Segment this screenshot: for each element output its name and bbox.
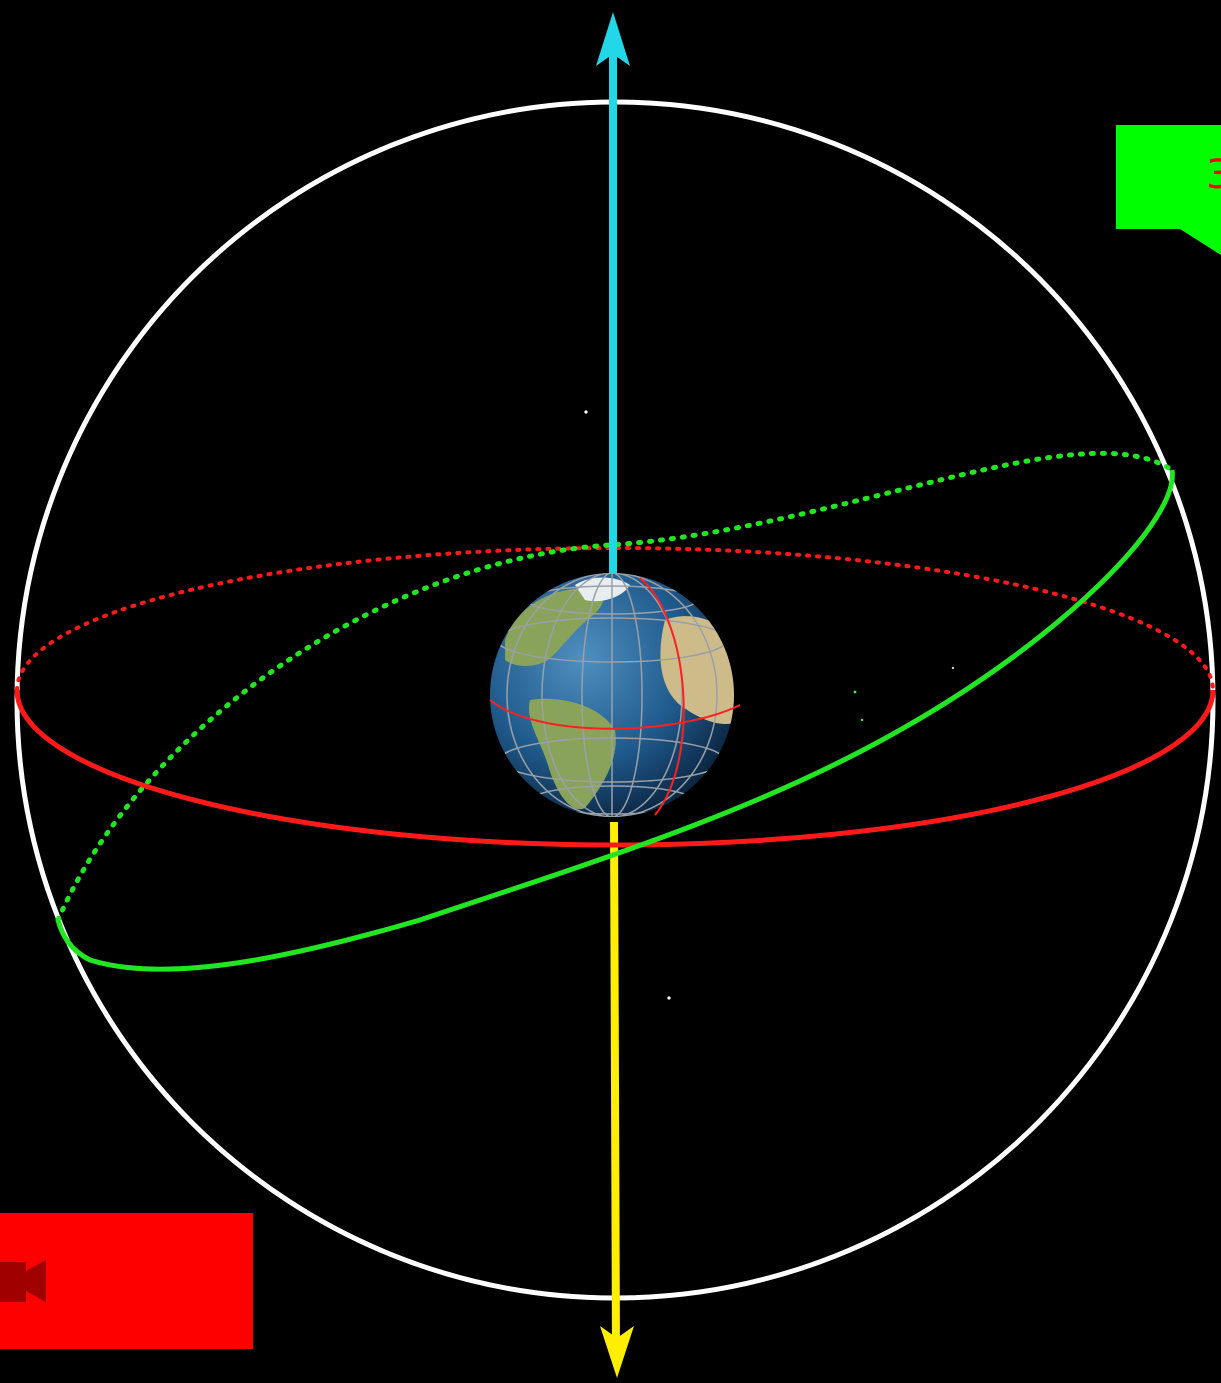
land-greenland	[575, 577, 630, 602]
star	[951, 666, 955, 670]
earth-globe	[489, 573, 741, 817]
earth-equator	[489, 699, 741, 730]
ecliptic-back	[55, 450, 1175, 923]
camera-icon	[0, 1260, 46, 1302]
south-celestial-axis	[600, 821, 634, 1378]
star	[584, 410, 588, 414]
ecliptic-front	[55, 469, 1175, 972]
callout-top-right-text: 3	[1206, 152, 1221, 198]
callout-bottom-left[interactable]	[0, 1213, 253, 1349]
earth-meridian	[639, 577, 685, 816]
star	[860, 718, 864, 722]
celestial-equator-front	[14, 689, 1216, 848]
star	[853, 690, 857, 694]
land-africa-europe	[660, 616, 734, 724]
callout-top-right[interactable]: 3	[1116, 125, 1221, 255]
celestial-equator-back	[15, 546, 1215, 692]
star	[667, 996, 671, 1000]
north-celestial-axis	[596, 12, 630, 578]
